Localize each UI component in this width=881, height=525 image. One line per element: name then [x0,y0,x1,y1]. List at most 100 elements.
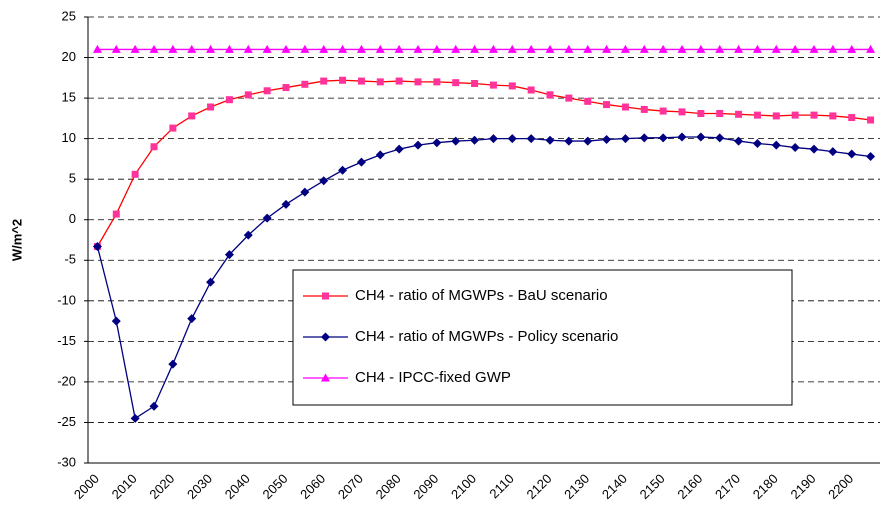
marker [338,44,348,53]
marker [413,140,423,150]
marker [263,87,271,95]
legend-label: CH4 - IPCC-fixed GWP [355,369,511,386]
y-tick-label: 5 [69,171,76,186]
marker [187,44,197,53]
marker [526,44,536,53]
marker [394,44,404,53]
marker [828,147,838,157]
y-tick-label: -15 [57,333,76,348]
legend-box [292,269,793,406]
marker [565,94,573,102]
marker [394,144,404,154]
marker [678,108,686,116]
x-tick-label: 2020 [146,471,177,502]
marker [866,151,876,161]
marker [584,97,592,105]
marker [301,80,309,88]
marker [244,91,252,99]
marker [696,44,706,53]
x-tick-label: 2060 [297,471,328,502]
x-tick-label: 2140 [599,471,630,502]
x-tick-label: 2160 [674,471,705,502]
marker [716,109,724,117]
marker [488,44,498,53]
x-tick-label: 2190 [787,471,818,502]
marker [847,149,857,159]
marker [564,136,574,146]
marker [734,136,744,146]
x-tick-label: 2110 [486,471,516,501]
marker [545,44,555,53]
marker [188,112,196,120]
marker [92,241,102,251]
marker [168,44,178,53]
marker [471,79,479,87]
marker [735,110,743,118]
marker [168,359,178,369]
marker [753,111,761,119]
marker [207,103,215,111]
marker [433,78,441,86]
marker [790,44,800,53]
marker [771,140,781,150]
marker [658,44,668,53]
marker [224,250,234,260]
marker [414,78,422,86]
marker [206,44,216,53]
marker [545,135,555,145]
marker [867,116,875,124]
x-tick-label: 2080 [373,471,404,502]
marker [376,78,384,86]
legend-marker [322,292,329,300]
x-tick-label: 2130 [561,471,592,502]
legend-label: CH4 - ratio of MGWPs - Policy scenario [355,328,618,345]
marker [546,91,554,99]
marker [150,143,158,151]
marker [432,44,442,53]
marker [300,187,310,197]
marker [111,44,121,53]
marker [169,124,177,132]
marker [583,136,593,146]
y-tick-label: 25 [62,8,76,23]
marker [658,133,668,143]
x-tick-label: 2100 [448,471,479,502]
marker [847,44,857,53]
marker [677,132,687,142]
y-tick-label: 20 [62,49,76,64]
legend-marker [321,373,330,382]
y-tick-label: -30 [57,454,76,469]
x-tick-label: 2200 [825,471,856,502]
marker [111,316,121,326]
marker [452,79,460,87]
marker [602,44,612,53]
marker [696,132,706,142]
y-tick-label: -10 [57,292,76,307]
marker [526,134,536,144]
marker [130,413,140,423]
marker [130,44,140,53]
y-tick-label: -25 [57,414,76,429]
marker [602,134,612,144]
marker [413,44,423,53]
marker [319,44,329,53]
marker [734,44,744,53]
marker [300,44,310,53]
marker [866,44,876,53]
marker [620,134,630,144]
marker [564,44,574,53]
marker [187,314,197,324]
marker [356,157,366,167]
marker [451,44,461,53]
marker [375,150,385,160]
marker [848,114,856,122]
marker [603,101,611,109]
marker [715,133,725,143]
marker [809,144,819,154]
marker [131,170,139,178]
marker [451,136,461,146]
marker [489,81,497,89]
marker [507,134,517,144]
legend-marker [321,332,330,342]
